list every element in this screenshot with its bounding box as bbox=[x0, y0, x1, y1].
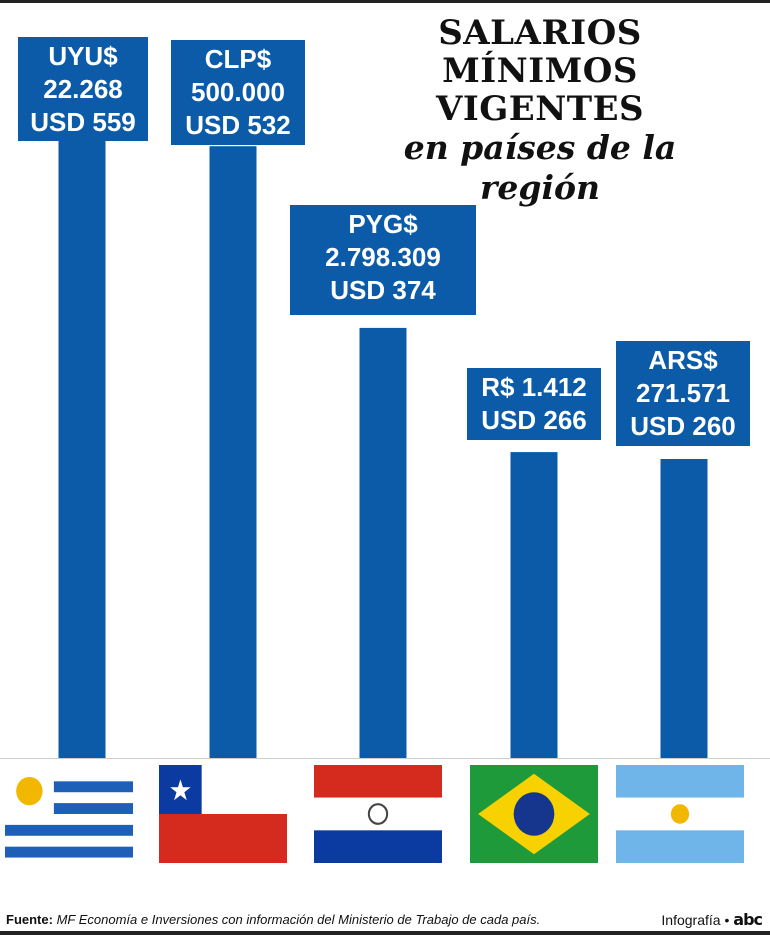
baseline bbox=[0, 758, 770, 759]
argentina-flag-icon bbox=[616, 765, 744, 868]
svg-text:★: ★ bbox=[169, 774, 193, 806]
label-usd: USD 374 bbox=[330, 275, 436, 305]
brazil-flag-icon bbox=[470, 765, 598, 868]
chile-flag-icon: ★ bbox=[159, 765, 287, 868]
label-usd: USD 532 bbox=[185, 110, 291, 140]
label-local: CLP$ bbox=[204, 44, 272, 74]
label-amount: 22.268 bbox=[43, 74, 123, 104]
data-label-argentina: ARS$ 271.571 USD 260 bbox=[616, 341, 750, 446]
bar-argentina bbox=[660, 459, 708, 758]
label-usd: USD 559 bbox=[30, 107, 136, 137]
top-rule bbox=[0, 0, 770, 3]
chart-title: SALARIOS MÍNIMOS VIGENTES en países de l… bbox=[340, 14, 740, 208]
bar-brasil bbox=[510, 452, 558, 758]
label-amount: 2.798.309 bbox=[325, 242, 441, 272]
label-local: R$ 1.412 bbox=[481, 372, 587, 402]
credit-text: Infografía • bbox=[661, 912, 730, 928]
data-label-uruguay: UYU$ 22.268 USD 559 bbox=[18, 37, 148, 141]
label-usd: USD 260 bbox=[630, 411, 736, 441]
bottom-rule bbox=[0, 931, 770, 935]
bar-uruguay bbox=[58, 115, 106, 758]
data-label-chile: CLP$ 500.000 USD 532 bbox=[171, 40, 305, 145]
source-label: Fuente: bbox=[6, 912, 53, 927]
label-local: PYG$ bbox=[348, 209, 418, 239]
subtitle: en países de la región bbox=[403, 128, 677, 207]
data-label-brasil: R$ 1.412 USD 266 bbox=[467, 368, 601, 440]
paraguay-flag-icon bbox=[314, 765, 442, 868]
bar-paraguay bbox=[359, 327, 407, 758]
label-local: ARS$ bbox=[648, 345, 718, 375]
source-text: MF Economía e Inversiones con informació… bbox=[56, 912, 541, 927]
uruguay-flag-icon bbox=[5, 765, 182, 868]
label-amount: 271.571 bbox=[636, 378, 730, 408]
bar-chile bbox=[209, 146, 257, 758]
label-local: UYU$ bbox=[48, 41, 118, 71]
credit: Infografía • abc bbox=[661, 910, 763, 929]
source-note: Fuente: MF Economía e Inversiones con in… bbox=[6, 912, 540, 927]
label-amount: 500.000 bbox=[191, 77, 285, 107]
title-line-1: SALARIOS MÍNIMOS bbox=[438, 13, 642, 91]
title-line-2: VIGENTES bbox=[435, 89, 645, 129]
abc-logo: abc bbox=[733, 910, 763, 929]
data-label-paraguay: PYG$ 2.798.309 USD 374 bbox=[290, 205, 476, 315]
label-usd: USD 266 bbox=[481, 405, 587, 435]
